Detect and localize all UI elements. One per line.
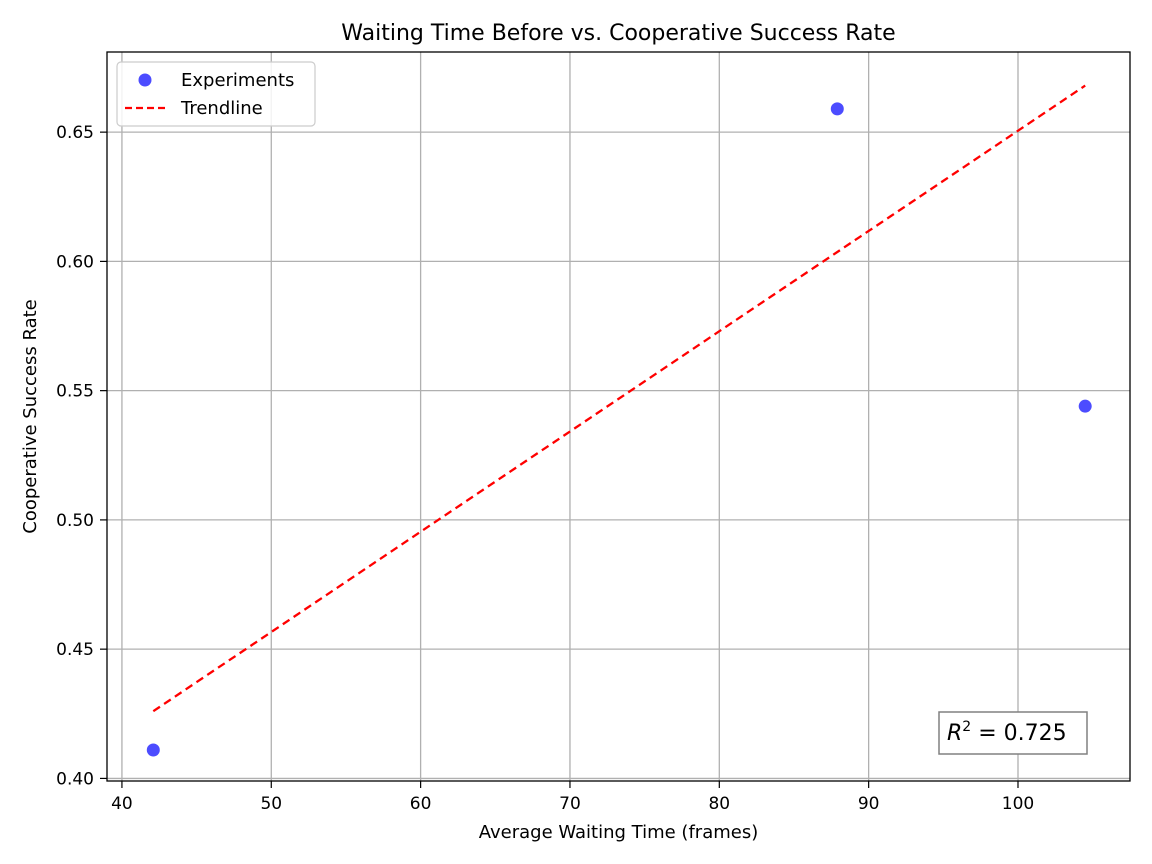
legend-frame	[116, 61, 316, 127]
experiment-point	[830, 102, 844, 116]
chart-title: Waiting Time Before vs. Cooperative Succ…	[341, 21, 895, 46]
y-tick-label: 0.45	[56, 640, 94, 660]
r-squared-box	[938, 711, 1088, 755]
x-tick-label: 40	[111, 794, 133, 814]
x-tick-label: 80	[708, 794, 730, 814]
y-tick-label: 0.65	[56, 123, 94, 143]
x-tick-label: 100	[1002, 794, 1034, 814]
r-squared-annotation: R2 = 0.725	[938, 711, 1088, 755]
r-squared-symbol: R	[947, 721, 962, 746]
x-tick-label: 50	[260, 794, 282, 814]
r-squared-text: R2 = 0.725	[947, 719, 1067, 746]
r-squared-value: = 0.725	[971, 721, 1066, 746]
x-tick-label: 90	[858, 794, 880, 814]
experiment-point	[146, 743, 160, 757]
r-squared-exponent: 2	[962, 719, 971, 735]
y-tick-label: 0.55	[56, 382, 94, 402]
experiment-point	[1078, 399, 1092, 413]
legend-marker-experiments	[138, 73, 152, 87]
x-tick-label: 70	[559, 794, 581, 814]
ticks: 40 50 60 70 80 90 100 0.40 0.45 0.50 0.55 0.60 0.65	[56, 123, 1034, 814]
points-layer	[146, 102, 1092, 757]
legend: Experiments Trendline	[116, 61, 316, 127]
trendline	[152, 84, 1086, 713]
plot-area-frame	[106, 51, 1131, 782]
y-axis-label: Cooperative Success Rate	[20, 299, 41, 533]
y-tick-label: 0.50	[56, 511, 94, 531]
x-axis-label: Average Waiting Time (frames)	[479, 822, 759, 843]
y-tick-label: 0.60	[56, 252, 94, 272]
y-tick-label: 0.40	[56, 769, 94, 789]
legend-label-trendline: Trendline	[180, 98, 263, 119]
legend-label-experiments: Experiments	[181, 70, 294, 91]
grid	[107, 52, 1130, 781]
x-tick-label: 60	[410, 794, 432, 814]
trendline-layer	[152, 84, 1086, 713]
